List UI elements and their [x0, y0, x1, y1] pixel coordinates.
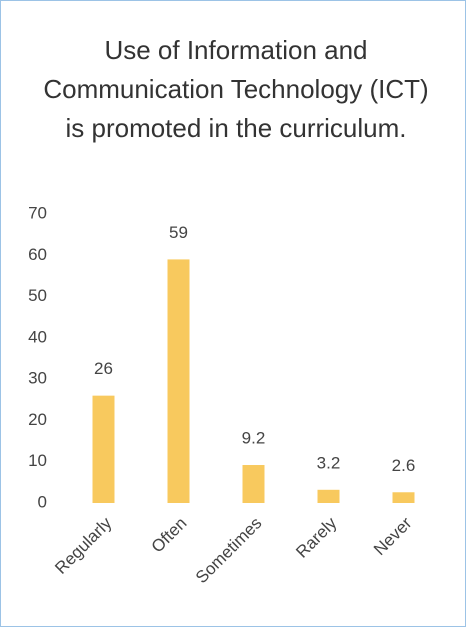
y-tick-label: 70	[28, 203, 47, 222]
data-label: 26	[94, 359, 113, 378]
y-tick-label: 30	[28, 369, 47, 388]
y-tick-label: 40	[28, 327, 47, 346]
data-label: 2.6	[392, 456, 416, 475]
data-label: 3.2	[317, 453, 341, 472]
bar	[167, 259, 190, 503]
bar	[242, 465, 265, 503]
y-tick-label: 0	[38, 492, 47, 511]
x-tick-label: Often	[148, 514, 191, 557]
data-label: 59	[169, 223, 188, 242]
data-label: 9.2	[242, 429, 266, 448]
y-tick-label: 50	[28, 286, 47, 305]
bar	[392, 492, 415, 503]
y-tick-label: 60	[28, 245, 47, 264]
y-tick-label: 10	[28, 451, 47, 470]
bar	[317, 489, 340, 503]
x-tick-label: Rarely	[292, 513, 341, 562]
chart-title: Use of Information and Communication Tec…	[43, 35, 429, 143]
y-tick-label: 20	[28, 410, 47, 429]
bar	[92, 395, 115, 503]
x-tick-label: Sometimes	[192, 514, 266, 588]
x-tick-label: Never	[370, 513, 416, 559]
x-tick-label: Regularly	[51, 513, 116, 578]
